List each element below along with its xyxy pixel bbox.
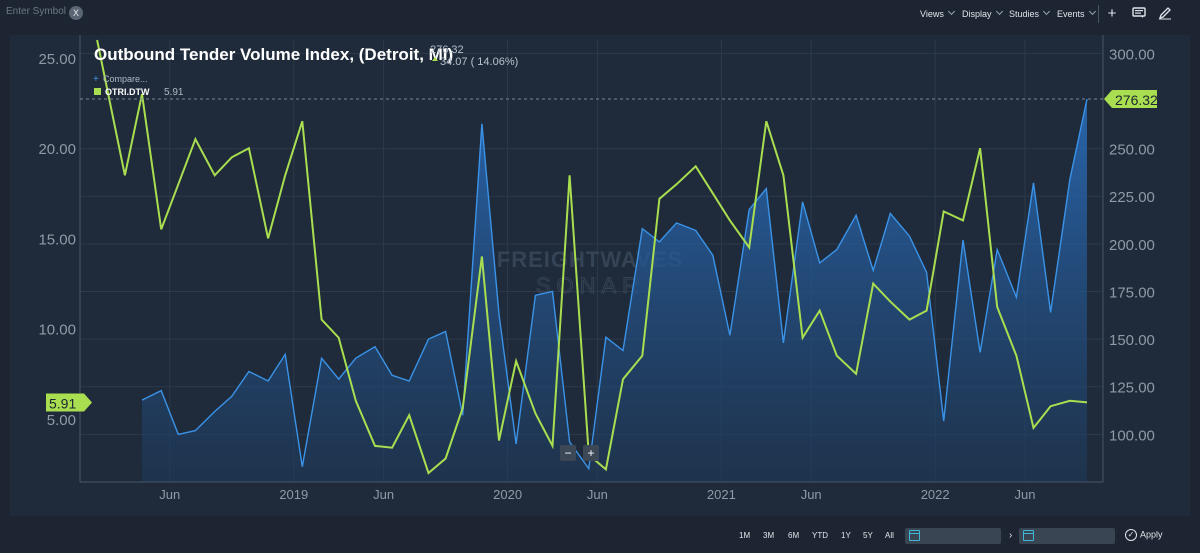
comment-icon[interactable] bbox=[1131, 6, 1147, 22]
range-ytd-button[interactable]: YTD bbox=[812, 531, 828, 540]
start-date-input[interactable] bbox=[905, 528, 1001, 544]
toolbar-divider bbox=[1098, 5, 1099, 23]
otri-legend-symbol: OTRI.DTW bbox=[105, 87, 150, 97]
zoom-out-button[interactable] bbox=[560, 445, 576, 461]
otri-legend-swatch bbox=[94, 88, 101, 95]
zoom-out-label: − bbox=[564, 446, 571, 460]
right-last-value-badge bbox=[1104, 90, 1157, 109]
display-menu-label: Display bbox=[962, 9, 992, 19]
zoom-controls[interactable]: − + bbox=[560, 445, 599, 461]
x-tick-label: 2019 bbox=[279, 487, 308, 502]
date-separator: › bbox=[1009, 530, 1013, 541]
zoom-in-label: + bbox=[587, 446, 594, 460]
otri-legend-value: 5.91 bbox=[164, 87, 184, 98]
range-1m-button[interactable]: 1M bbox=[739, 531, 751, 540]
chart-svg[interactable]: FREIGHTWAVES SONAR 25.0020.0015.0010.005… bbox=[10, 35, 1190, 516]
apply-button[interactable]: ✓ Apply bbox=[1125, 529, 1163, 541]
x-tick-label: Jun bbox=[1014, 487, 1035, 502]
events-menu-label: Events bbox=[1057, 9, 1085, 19]
series-layer bbox=[96, 39, 1088, 482]
bottom-bar: 1M 3M 6M YTD 1Y 5Y All › ✓ Apply bbox=[0, 522, 1200, 553]
y-left-tick-label: 25.00 bbox=[38, 51, 76, 68]
y-right-tick-label: 175.00 bbox=[1109, 284, 1155, 301]
views-menu-label: Views bbox=[920, 9, 944, 19]
clear-symbol-button[interactable]: X bbox=[69, 6, 83, 20]
events-menu[interactable]: Events bbox=[1057, 7, 1096, 19]
range-1y-button[interactable]: 1Y bbox=[841, 531, 851, 540]
left-last-value-text: 5.91 bbox=[49, 395, 76, 411]
y-right-tick-label: 125.00 bbox=[1109, 380, 1155, 397]
compare-plus-icon[interactable]: + bbox=[93, 74, 99, 85]
up-arrow-icon bbox=[432, 57, 438, 61]
x-tick-label: Jun bbox=[373, 487, 394, 502]
chevron-down-icon bbox=[1042, 7, 1051, 16]
studies-menu[interactable]: Studies bbox=[1009, 7, 1051, 19]
x-tick-label: Jun bbox=[159, 487, 180, 502]
y-right-tick-label: 200.00 bbox=[1109, 237, 1155, 254]
header-change: 34.07 ( 14.06%) bbox=[440, 56, 518, 68]
x-tick-label: 2022 bbox=[921, 487, 950, 502]
axes-layer: 25.00 20.00 15.00 10.00 5.00 300.00 250.00 225.… bbox=[38, 35, 1155, 502]
pencil-icon[interactable] bbox=[1157, 6, 1173, 22]
symbol-input[interactable]: Enter Symbol bbox=[6, 6, 67, 17]
x-tick-label: Jun bbox=[587, 487, 608, 502]
display-menu[interactable]: Display bbox=[962, 7, 1003, 19]
legend[interactable]: + Compare... OTRI.DTW 5.91 bbox=[93, 74, 184, 98]
zoom-in-button[interactable] bbox=[583, 445, 599, 461]
range-6m-button[interactable]: 6M bbox=[788, 531, 800, 540]
last-value-labels: 276.32 5.91 bbox=[46, 90, 1158, 412]
studies-menu-label: Studies bbox=[1009, 9, 1040, 19]
calendar-icon[interactable] bbox=[909, 530, 920, 541]
compare-link[interactable]: Compare... bbox=[103, 74, 148, 84]
views-menu[interactable]: Views bbox=[920, 7, 955, 19]
y-left-tick-label: 5.00 bbox=[47, 412, 76, 429]
y-right-tick-label: 225.00 bbox=[1109, 189, 1155, 206]
chart-area[interactable]: FREIGHTWAVES SONAR 25.00 20.00 15.00 10.00 5… bbox=[10, 35, 1190, 516]
right-last-value-text: 276.32 bbox=[1115, 92, 1158, 108]
otvi-area bbox=[142, 99, 1087, 482]
chart-header: Outbound Tender Volume Index, (Detroit, … bbox=[94, 44, 518, 68]
top-toolbar: Enter Symbol X Views Display Studies Eve… bbox=[0, 0, 1200, 28]
y-left-tick-label: 10.00 bbox=[38, 322, 76, 339]
check-icon: ✓ bbox=[1125, 529, 1137, 541]
apply-label: Apply bbox=[1140, 529, 1163, 540]
x-tick-label: 2021 bbox=[707, 487, 736, 502]
end-date-input[interactable] bbox=[1019, 528, 1115, 544]
y-right-tick-label: 250.00 bbox=[1109, 142, 1155, 159]
x-tick-label: 2020 bbox=[493, 487, 522, 502]
chevron-down-icon bbox=[1088, 7, 1096, 16]
y-right-tick-label: 150.00 bbox=[1109, 332, 1155, 349]
y-right-tick-label: 100.00 bbox=[1109, 427, 1155, 444]
range-3m-button[interactable]: 3M bbox=[763, 531, 775, 540]
y-left-tick-label: 20.00 bbox=[38, 141, 76, 158]
chart-title: Outbound Tender Volume Index, (Detroit, … bbox=[94, 45, 453, 64]
chevron-down-icon bbox=[947, 7, 955, 16]
calendar-icon[interactable] bbox=[1023, 530, 1034, 541]
range-all-button[interactable]: All bbox=[885, 531, 894, 540]
y-right-tick-label: 300.00 bbox=[1109, 46, 1155, 63]
header-price: 276.32 bbox=[430, 44, 464, 56]
plus-icon[interactable]: + bbox=[1107, 5, 1117, 22]
left-last-value-badge bbox=[46, 393, 92, 412]
x-tick-label: Jun bbox=[801, 487, 822, 502]
y-left-tick-label: 15.00 bbox=[38, 231, 76, 248]
otri-line bbox=[96, 39, 1088, 475]
chevron-down-icon bbox=[995, 7, 1003, 16]
range-5y-button[interactable]: 5Y bbox=[863, 531, 873, 540]
